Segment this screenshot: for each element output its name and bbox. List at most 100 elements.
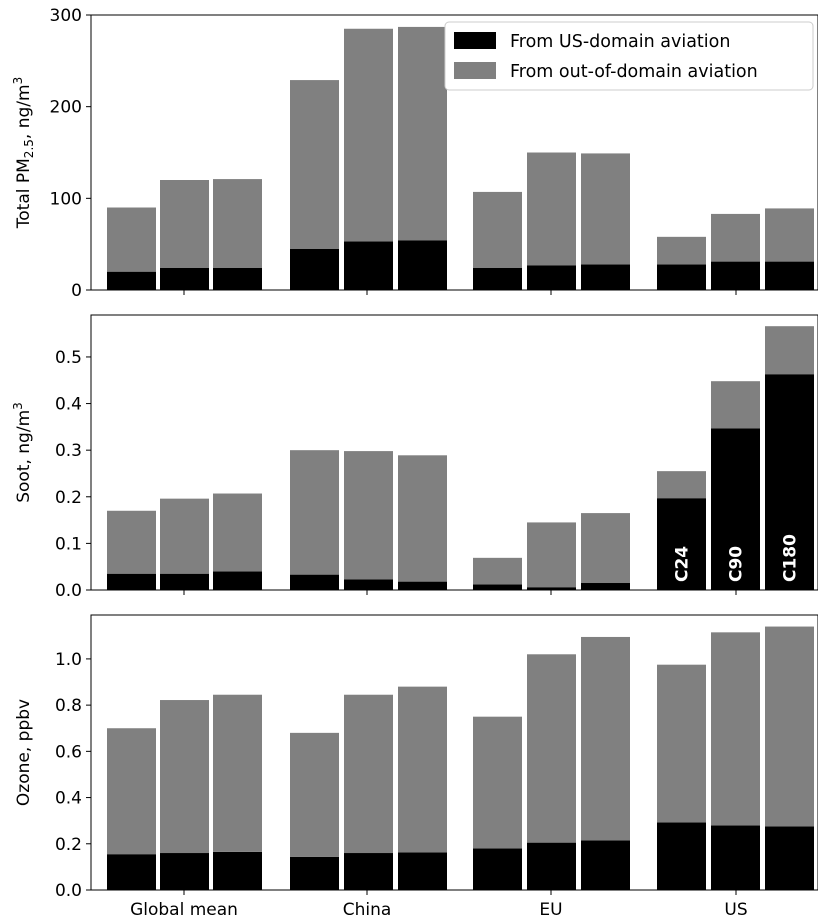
- bar-us-domain-10: [657, 822, 706, 890]
- bar-us-domain-5: [344, 241, 393, 290]
- bar-out-of-domain-1: [107, 728, 156, 855]
- bar-us-domain-6: [398, 852, 447, 890]
- bar-out-of-domain-11: [711, 213, 760, 262]
- bar-out-of-domain-3: [213, 493, 262, 572]
- bar-out-of-domain-4: [290, 450, 339, 575]
- bar-us-domain-5: [344, 853, 393, 890]
- bar-us-domain-7: [473, 268, 522, 290]
- bar-out-of-domain-11: [711, 381, 760, 429]
- bar-label: C24: [673, 546, 693, 582]
- y-tick-label: 0.3: [55, 441, 82, 461]
- bar-out-of-domain-2: [160, 180, 209, 268]
- bar-label: C180: [781, 534, 801, 582]
- bar-us-domain-10: [657, 498, 706, 590]
- bar-us-domain-2: [160, 853, 209, 890]
- panel-3: 0.0 0.2 0.4 0.6 0.8 1.0 Global mean China EU US Oz…: [14, 614, 818, 917]
- bar-out-of-domain-9: [581, 153, 630, 265]
- bar-us-domain-9: [581, 840, 630, 890]
- y-tick-label: 0.0: [55, 581, 82, 601]
- bar-out-of-domain-2: [160, 498, 209, 574]
- y-axis-label: Soot, ng/m3: [11, 402, 34, 503]
- y-tick-label: 100: [50, 189, 82, 209]
- bar-us-domain-3: [213, 851, 262, 890]
- bar-us-domain-1: [107, 271, 156, 290]
- bar-us-domain-1: [107, 854, 156, 890]
- bar-out-of-domain-8: [527, 152, 576, 266]
- bar-us-domain-12: [765, 261, 814, 290]
- plot-frame: [90, 14, 818, 291]
- bar-out-of-domain-7: [473, 191, 522, 268]
- bar-out-of-domain-3: [213, 179, 262, 268]
- bar-out-of-domain-4: [290, 732, 339, 857]
- bar-us-domain-5: [344, 579, 393, 590]
- bar-us-domain-10: [657, 264, 706, 290]
- bar-us-domain-8: [527, 842, 576, 890]
- legend-swatch-out-of-domain: [454, 62, 496, 79]
- bar-out-of-domain-6: [398, 455, 447, 582]
- bar-out-of-domain-7: [473, 557, 522, 585]
- bar-us-domain-7: [473, 848, 522, 890]
- bar-out-of-domain-12: [765, 326, 814, 375]
- bar-out-of-domain-5: [344, 28, 393, 242]
- y-axis-label: Total PM2.5, ng/m3: [11, 77, 36, 229]
- plot-frame: [90, 314, 818, 591]
- bar-out-of-domain-3: [213, 694, 262, 852]
- bar-us-domain-3: [213, 268, 262, 290]
- x-tick-label: Global mean: [130, 900, 238, 917]
- y-tick-label: 300: [50, 6, 82, 26]
- legend-label-out-of-domain: From out-of-domain aviation: [510, 62, 758, 82]
- panels: 0 100 200 300 Total PM2.5, ng/m3 0.0 0.1 0.2 0.3…: [11, 6, 818, 917]
- legend-label-us-domain: From US-domain aviation: [510, 32, 730, 52]
- bar-out-of-domain-8: [527, 522, 576, 588]
- bar-out-of-domain-9: [581, 513, 630, 584]
- bar-out-of-domain-12: [765, 626, 814, 827]
- x-tick-label: China: [343, 900, 392, 917]
- y-tick-label: 0.2: [55, 835, 82, 855]
- bar-us-domain-3: [213, 571, 262, 590]
- bar-us-domain-11: [711, 825, 760, 890]
- bar-us-domain-8: [527, 265, 576, 290]
- bar-out-of-domain-6: [398, 26, 447, 241]
- bar-us-domain-7: [473, 584, 522, 590]
- y-tick-label: 0.8: [55, 696, 82, 716]
- bar-out-of-domain-1: [107, 207, 156, 272]
- y-tick-label: 0.4: [55, 395, 82, 415]
- bar-us-domain-12: [765, 826, 814, 890]
- bar-out-of-domain-10: [657, 471, 706, 499]
- bar-out-of-domain-12: [765, 208, 814, 262]
- bar-out-of-domain-9: [581, 636, 630, 841]
- y-tick-label: 0.6: [55, 742, 82, 762]
- bar-us-domain-9: [581, 583, 630, 590]
- y-tick-label: 0.2: [55, 488, 82, 508]
- bar-out-of-domain-1: [107, 510, 156, 574]
- bar-out-of-domain-5: [344, 694, 393, 854]
- bar-us-domain-1: [107, 573, 156, 590]
- bar-us-domain-8: [527, 587, 576, 590]
- bar-us-domain-2: [160, 268, 209, 290]
- y-tick-label: 1.0: [55, 650, 82, 670]
- bar-us-domain-6: [398, 581, 447, 590]
- bar-out-of-domain-8: [527, 654, 576, 843]
- legend-box: [444, 21, 814, 91]
- bar-us-domain-11: [711, 428, 760, 590]
- panel-2: 0.0 0.1 0.2 0.3 0.4 0.5 Soot, ng/m3 C24 C90 C180: [11, 314, 818, 601]
- bar-us-domain-9: [581, 264, 630, 290]
- y-axis-label: Ozone, ppbv: [14, 699, 34, 806]
- bar-us-domain-6: [398, 240, 447, 290]
- bar-us-domain-4: [290, 574, 339, 590]
- bar-label: C90: [727, 546, 747, 582]
- bar-us-domain-4: [290, 856, 339, 890]
- y-tick-label: 200: [50, 98, 82, 118]
- x-tick-label: US: [724, 900, 747, 917]
- plot-frame: [90, 614, 818, 891]
- bar-out-of-domain-11: [711, 632, 760, 826]
- y-tick-label: 0.5: [55, 348, 82, 368]
- x-tick-label: EU: [539, 900, 562, 917]
- panel-1: 0 100 200 300 Total PM2.5, ng/m3: [11, 6, 818, 301]
- y-tick-label: 0.1: [55, 534, 82, 554]
- bar-us-domain-2: [160, 573, 209, 590]
- bar-out-of-domain-4: [290, 80, 339, 249]
- bar-us-domain-12: [765, 374, 814, 590]
- bar-us-domain-4: [290, 248, 339, 290]
